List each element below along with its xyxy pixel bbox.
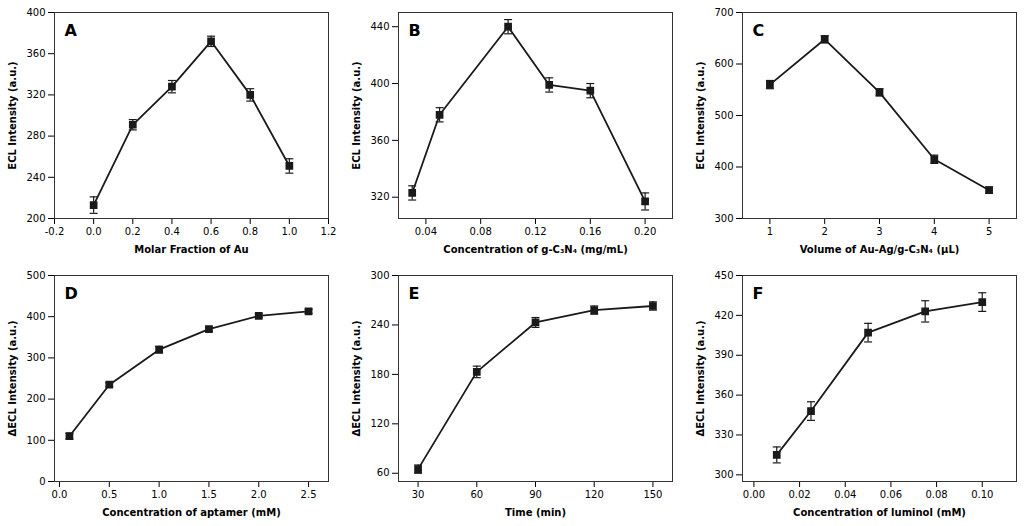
svg-text:0.10: 0.10 [971, 489, 993, 500]
svg-text:200: 200 [26, 393, 45, 404]
svg-text:ECL Intensity (a.u.): ECL Intensity (a.u.) [695, 61, 706, 169]
svg-text:400: 400 [370, 78, 389, 89]
svg-text:360: 360 [370, 135, 389, 146]
svg-text:320: 320 [370, 191, 389, 202]
svg-text:0.6: 0.6 [203, 226, 219, 237]
svg-text:2.0: 2.0 [251, 489, 267, 500]
svg-text:0.08: 0.08 [470, 226, 492, 237]
svg-text:0.06: 0.06 [880, 489, 902, 500]
svg-text:300: 300 [26, 352, 45, 363]
svg-text:E: E [409, 284, 420, 303]
svg-text:0.0: 0.0 [86, 226, 102, 237]
svg-text:ΔECL Intensity (a.u.): ΔECL Intensity (a.u.) [351, 320, 362, 436]
svg-text:Time (min): Time (min) [505, 507, 566, 518]
svg-text:0.04: 0.04 [834, 489, 856, 500]
svg-text:300: 300 [370, 270, 389, 281]
svg-text:30: 30 [412, 489, 425, 500]
svg-text:2.5: 2.5 [301, 489, 317, 500]
svg-text:5: 5 [986, 226, 992, 237]
svg-text:60: 60 [470, 489, 483, 500]
svg-text:60: 60 [377, 467, 390, 478]
svg-text:420: 420 [714, 310, 733, 321]
svg-text:240: 240 [370, 319, 389, 330]
svg-text:1: 1 [767, 226, 773, 237]
svg-text:300: 300 [714, 469, 733, 480]
svg-text:600: 600 [714, 58, 733, 69]
svg-text:150: 150 [643, 489, 662, 500]
svg-text:440: 440 [370, 21, 389, 32]
svg-text:1.0: 1.0 [281, 226, 297, 237]
svg-text:1.2: 1.2 [321, 226, 337, 237]
svg-text:1.5: 1.5 [201, 489, 217, 500]
svg-text:ECL Intensity (a.u.): ECL Intensity (a.u.) [351, 61, 362, 169]
svg-text:4: 4 [931, 226, 937, 237]
svg-text:C: C [753, 21, 765, 40]
svg-text:400: 400 [26, 311, 45, 322]
svg-text:0.4: 0.4 [164, 226, 180, 237]
svg-text:180: 180 [370, 369, 389, 380]
svg-text:200: 200 [26, 213, 45, 224]
svg-text:0.8: 0.8 [242, 226, 258, 237]
svg-text:280: 280 [26, 130, 45, 141]
svg-text:0.5: 0.5 [101, 489, 117, 500]
svg-text:3: 3 [876, 226, 882, 237]
svg-text:500: 500 [26, 270, 45, 281]
svg-text:Molar Fraction of Au: Molar Fraction of Au [134, 244, 248, 255]
svg-text:ΔECL Intensity (a.u.): ΔECL Intensity (a.u.) [695, 320, 706, 436]
svg-text:390: 390 [714, 349, 733, 360]
svg-text:B: B [409, 21, 421, 40]
svg-text:Volume of Au-Ag/g-C₃N₄ (μL): Volume of Au-Ag/g-C₃N₄ (μL) [800, 244, 960, 255]
svg-text:0: 0 [39, 476, 45, 487]
svg-text:Concentration of g-C₃N₄ (mg/mL: Concentration of g-C₃N₄ (mg/mL) [443, 244, 627, 255]
svg-text:-0.2: -0.2 [45, 226, 65, 237]
svg-text:1.0: 1.0 [151, 489, 167, 500]
svg-text:ΔECL Intensity (a.u.): ΔECL Intensity (a.u.) [7, 320, 18, 436]
svg-text:A: A [65, 21, 78, 40]
svg-text:400: 400 [714, 161, 733, 172]
svg-text:0.16: 0.16 [579, 226, 601, 237]
svg-text:ECL Intensity (a.u.): ECL Intensity (a.u.) [7, 61, 18, 169]
svg-text:Concentration of luminol (mM): Concentration of luminol (mM) [793, 507, 966, 518]
svg-text:0.02: 0.02 [788, 489, 810, 500]
svg-text:0.04: 0.04 [415, 226, 437, 237]
svg-text:100: 100 [26, 435, 45, 446]
svg-text:0.12: 0.12 [524, 226, 546, 237]
svg-text:0.08: 0.08 [925, 489, 947, 500]
svg-text:120: 120 [585, 489, 604, 500]
svg-text:0.0: 0.0 [52, 489, 68, 500]
svg-text:360: 360 [26, 48, 45, 59]
svg-text:2: 2 [822, 226, 828, 237]
svg-text:700: 700 [714, 7, 733, 18]
svg-text:330: 330 [714, 429, 733, 440]
svg-text:90: 90 [529, 489, 542, 500]
svg-text:500: 500 [714, 110, 733, 121]
svg-text:450: 450 [714, 270, 733, 281]
svg-text:Concentration of aptamer (mM): Concentration of aptamer (mM) [102, 507, 281, 518]
svg-text:300: 300 [714, 213, 733, 224]
svg-text:0.00: 0.00 [743, 489, 765, 500]
svg-text:240: 240 [26, 172, 45, 183]
svg-text:0.20: 0.20 [634, 226, 656, 237]
svg-text:0.2: 0.2 [125, 226, 141, 237]
svg-text:400: 400 [26, 7, 45, 18]
svg-text:320: 320 [26, 89, 45, 100]
svg-text:120: 120 [370, 418, 389, 429]
svg-text:D: D [65, 284, 78, 303]
svg-text:360: 360 [714, 389, 733, 400]
svg-text:F: F [753, 284, 764, 303]
